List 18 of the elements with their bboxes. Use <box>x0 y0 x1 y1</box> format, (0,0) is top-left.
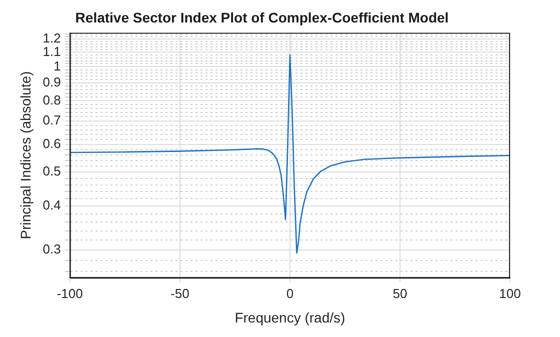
y-tick-label: 1 <box>54 58 61 74</box>
chart-title: Relative Sector Index Plot of Complex-Coefficient Model <box>75 9 449 26</box>
y-tick-label: 1.2 <box>42 30 61 46</box>
y-tick-label: 0.5 <box>42 164 61 179</box>
y-tick-label: 0.8 <box>42 92 61 108</box>
x-tick-label: 0 <box>286 286 294 301</box>
y-tick-label: 1.1 <box>42 44 61 59</box>
x-tick-label: 100 <box>499 286 521 301</box>
y-axis-title: Principal Indices (absolute) <box>17 71 34 240</box>
y-tick-label: 0.3 <box>42 241 61 256</box>
y-tick-label: 0.7 <box>42 112 61 128</box>
x-tick-label: -100 <box>56 286 83 301</box>
y-tick-label: 0.4 <box>42 198 61 213</box>
x-tick-label: -50 <box>170 286 190 301</box>
y-tick-label: 0.6 <box>42 136 61 152</box>
x-tick-label: 50 <box>392 286 408 301</box>
y-tick-label: 0.9 <box>42 74 61 90</box>
x-axis-title: Frequency (rad/s) <box>234 309 346 326</box>
